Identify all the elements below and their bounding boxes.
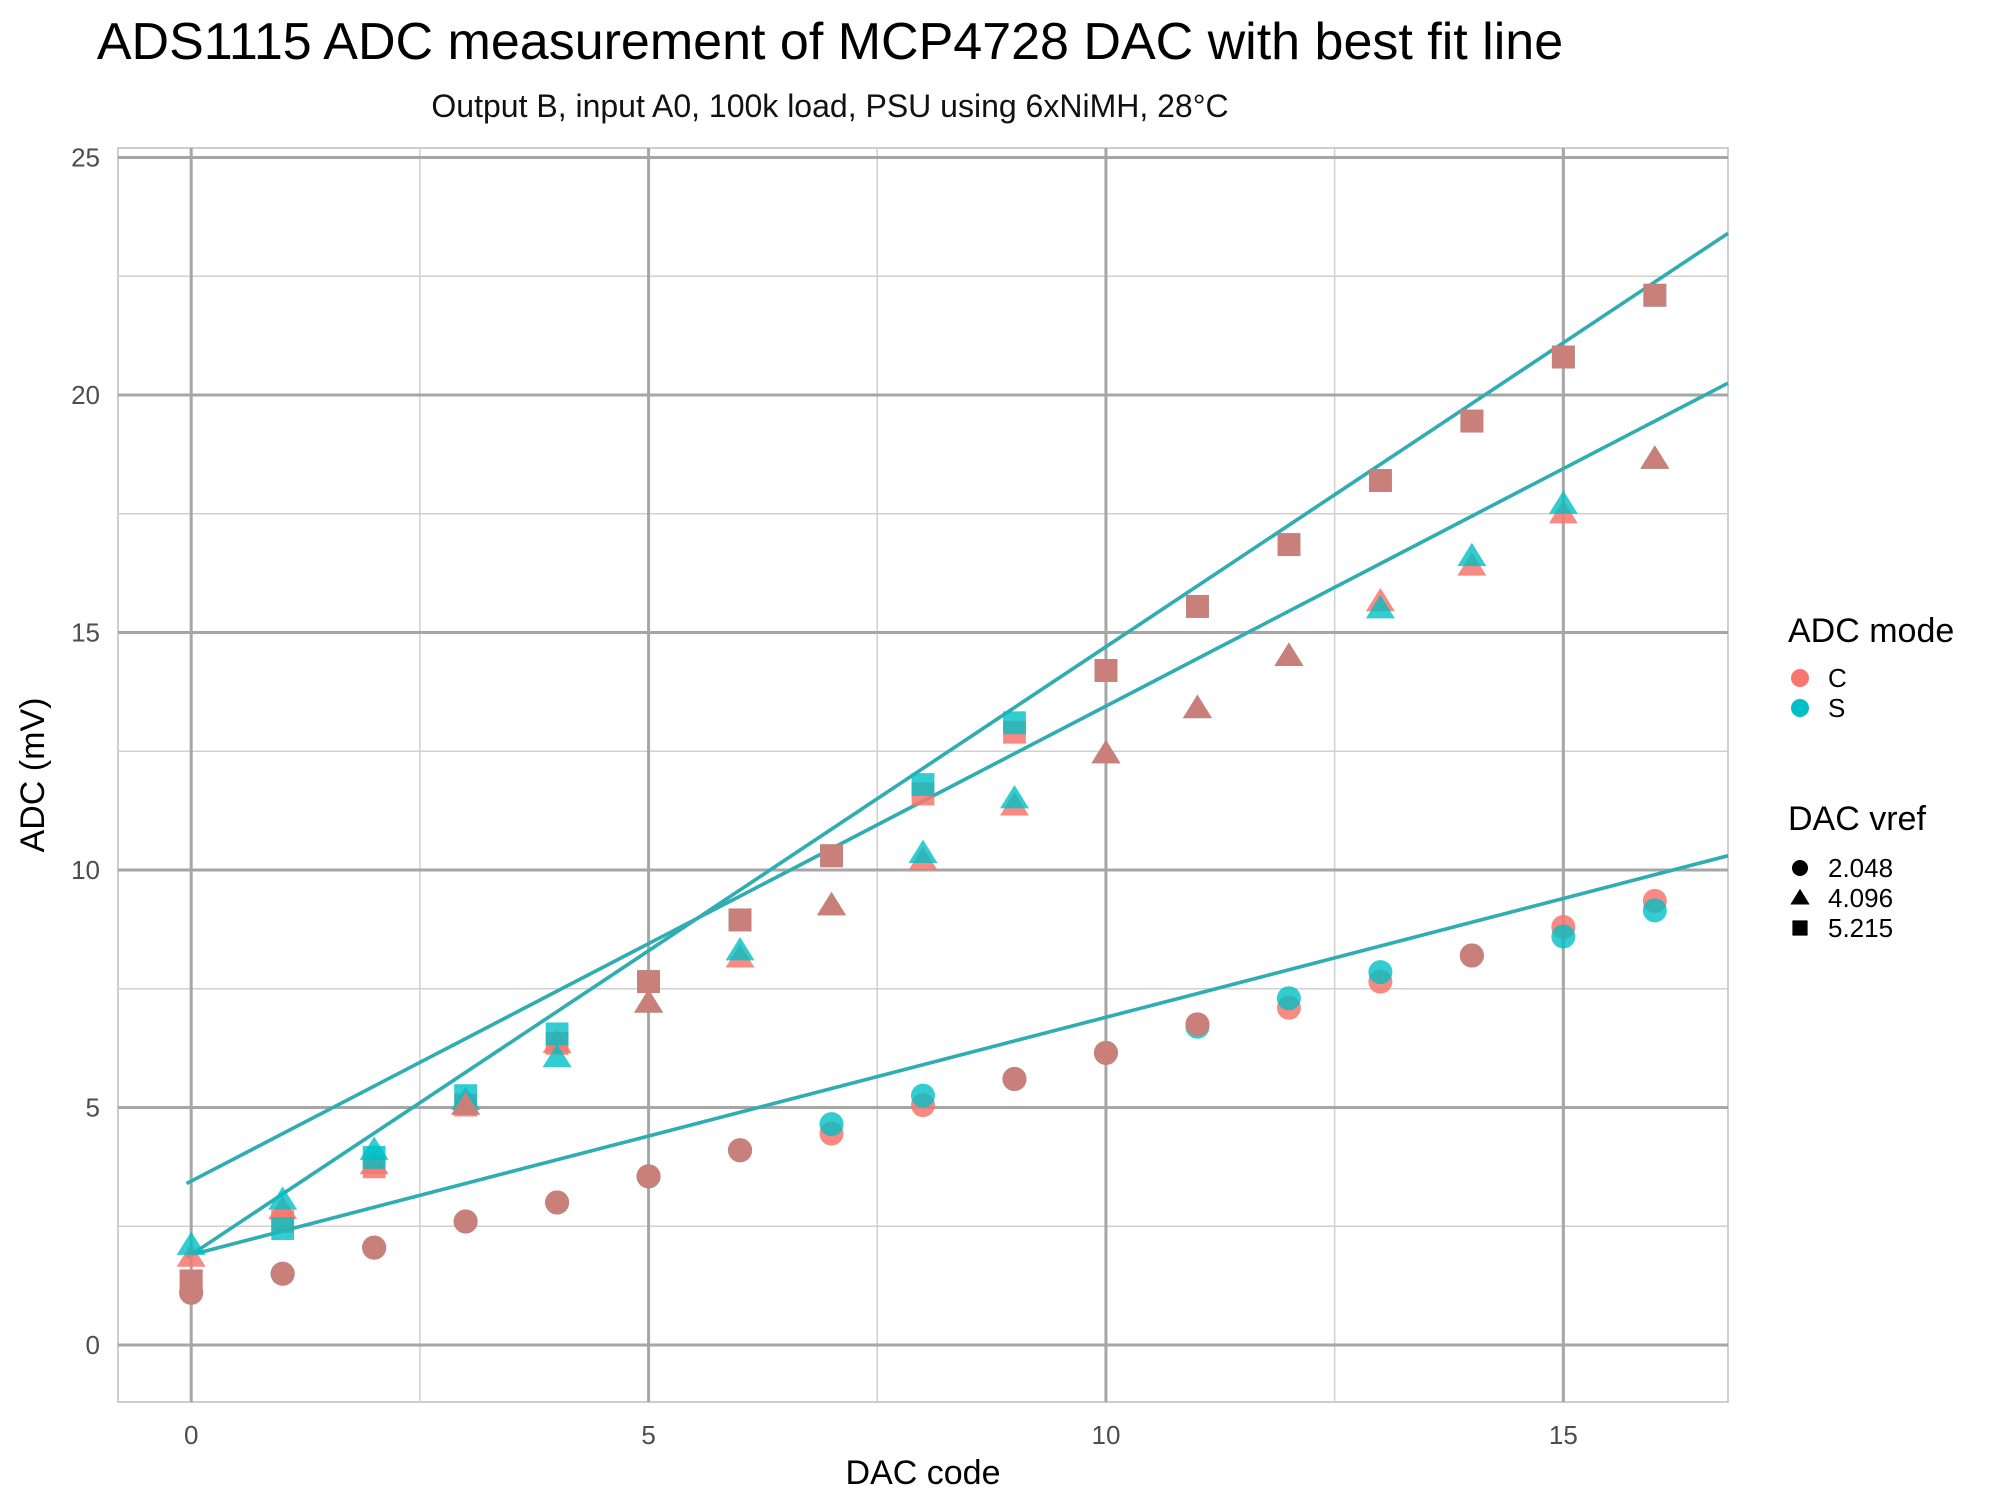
data-point-S-4.096 [176, 1231, 206, 1255]
data-point-overlap-2.048 [1459, 943, 1484, 968]
legend-key-square [1792, 920, 1808, 936]
data-point-overlap-2.048 [1185, 1012, 1210, 1037]
chart-title: ADS1115 ADC measurement of MCP4728 DAC w… [96, 13, 1564, 71]
data-point-S-2.048 [1368, 960, 1393, 985]
legend-key-triangle [1790, 888, 1810, 905]
data-point-S-4.096 [268, 1186, 298, 1210]
data-point-C-4.096 [176, 1243, 206, 1267]
fit-line-5.215 [185, 231, 1729, 1260]
data-point-S-4.096 [1457, 542, 1487, 567]
data-point-overlap-5.215 [728, 908, 752, 932]
legend-label-S: S [1828, 693, 1845, 723]
data-point-overlap-4.096 [634, 989, 664, 1013]
y-axis-label: ADC (mV) [14, 698, 52, 853]
data-point-overlap-4.096 [1640, 445, 1670, 469]
data-point-S-5.215 [271, 1217, 295, 1241]
data-point-overlap-5.215 [1460, 409, 1484, 433]
data-point-overlap-5.215 [179, 1269, 203, 1293]
data-point-overlap-5.215 [1643, 283, 1667, 307]
data-points [176, 283, 1670, 1305]
legend-label-vref: 2.048 [1828, 853, 1893, 883]
data-point-overlap-2.048 [545, 1190, 570, 1215]
data-point-S-2.048 [1642, 898, 1667, 923]
data-point-S-4.096 [1548, 490, 1578, 514]
data-point-S-2.048 [819, 1112, 844, 1137]
data-point-overlap-4.096 [817, 891, 847, 916]
data-point-overlap-5.215 [1186, 594, 1209, 618]
data-point-overlap-5.215 [1551, 345, 1575, 369]
legend-key-C [1791, 669, 1809, 687]
data-point-overlap-2.048 [362, 1235, 387, 1260]
data-point-S-2.048 [1551, 924, 1576, 949]
fit-line-4.096 [185, 381, 1729, 1186]
data-point-overlap-2.048 [636, 1164, 661, 1189]
y-tick-label: 10 [71, 855, 100, 885]
data-point-S-4.096 [1365, 594, 1395, 619]
data-point-S-5.215 [545, 1022, 569, 1046]
legend-label-vref: 4.096 [1828, 883, 1893, 913]
data-point-overlap-5.215 [637, 970, 660, 994]
y-tick-label: 20 [71, 380, 100, 410]
y-tick-label: 0 [86, 1330, 100, 1360]
legend-title-dac-vref: DAC vref [1788, 800, 1926, 838]
fit-lines [185, 231, 1729, 1260]
data-point-S-2.048 [911, 1083, 935, 1108]
data-point-overlap-2.048 [453, 1209, 478, 1234]
y-tick-label: 15 [71, 618, 100, 648]
legend-key-S [1791, 699, 1809, 717]
data-point-S-4.096 [725, 936, 755, 961]
data-point-overlap-5.215 [820, 844, 843, 868]
data-point-S-4.096 [908, 839, 938, 864]
data-point-overlap-4.096 [1091, 739, 1121, 764]
data-point-S-5.215 [1003, 711, 1026, 735]
y-tick-label: 25 [71, 143, 100, 173]
legend-title-adc-mode: ADC mode [1788, 612, 1954, 650]
data-point-S-4.096 [542, 1043, 572, 1068]
data-point-overlap-5.215 [1368, 469, 1392, 492]
data-point-overlap-4.096 [1274, 642, 1304, 666]
data-point-overlap-4.096 [451, 1091, 481, 1115]
data-point-overlap-5.215 [1277, 533, 1301, 557]
data-point-S-5.215 [911, 773, 935, 796]
x-tick-label: 5 [641, 1420, 655, 1450]
y-tick-label: 5 [86, 1093, 100, 1123]
data-point-overlap-5.215 [1094, 659, 1118, 682]
data-point-S-4.096 [999, 784, 1029, 809]
data-point-S-5.215 [362, 1145, 386, 1169]
panel-border [117, 147, 1729, 1403]
data-point-overlap-2.048 [1002, 1067, 1027, 1091]
x-tick-label: 10 [1091, 1420, 1120, 1450]
x-axis-label: DAC code [846, 1454, 1001, 1492]
fit-line-2.048 [186, 854, 1729, 1258]
data-point-overlap-2.048 [1093, 1040, 1118, 1065]
legend-key-circle [1792, 860, 1808, 876]
axes: 0 5 10 15 0 5 10 15 20 25 DAC code ADC (mV) [14, 143, 1578, 1493]
x-tick-label: 15 [1549, 1420, 1578, 1450]
data-point-S-2.048 [1276, 986, 1301, 1011]
chart-subtitle: Output B, input A0, 100k load, PSU using… [431, 88, 1229, 124]
legend-label-C: C [1828, 663, 1847, 693]
data-point-overlap-4.096 [1182, 694, 1212, 719]
data-point-overlap-2.048 [270, 1261, 295, 1286]
x-tick-label: 0 [184, 1420, 198, 1450]
data-point-overlap-2.048 [728, 1138, 753, 1163]
legend-label-vref: 5.215 [1828, 913, 1893, 943]
